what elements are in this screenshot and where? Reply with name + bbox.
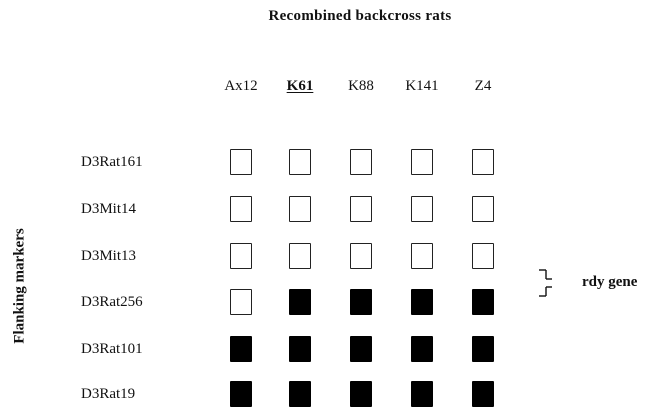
column-header: K88 xyxy=(348,78,374,94)
empty-square xyxy=(472,196,494,222)
row-label: D3Rat101 xyxy=(81,341,143,357)
filled-square xyxy=(350,289,372,315)
filled-square xyxy=(472,336,494,362)
empty-square xyxy=(472,243,494,269)
empty-square xyxy=(411,149,433,175)
empty-square xyxy=(289,149,311,175)
column-header: K141 xyxy=(405,78,439,94)
row-label: D3Rat19 xyxy=(81,386,136,402)
empty-square xyxy=(230,149,252,175)
filled-square xyxy=(350,381,372,407)
filled-square xyxy=(472,289,494,315)
empty-square xyxy=(472,149,494,175)
empty-square xyxy=(350,149,372,175)
empty-square xyxy=(230,196,252,222)
empty-square xyxy=(289,243,311,269)
filled-square xyxy=(472,381,494,407)
row-label: D3Rat161 xyxy=(81,154,143,170)
column-header: K61 xyxy=(286,78,314,94)
filled-square xyxy=(411,381,433,407)
flanking-markers-axis-label: Flanking markers xyxy=(11,228,28,344)
empty-square xyxy=(350,243,372,269)
filled-square xyxy=(411,289,433,315)
empty-square xyxy=(411,196,433,222)
filled-square xyxy=(230,336,252,362)
rdy-gene-label: rdy gene xyxy=(582,274,638,290)
empty-square xyxy=(350,196,372,222)
filled-square xyxy=(289,336,311,362)
filled-square xyxy=(230,381,252,407)
empty-square xyxy=(230,289,252,315)
filled-square xyxy=(289,381,311,407)
column-header: Ax12 xyxy=(224,78,258,94)
column-header: Z4 xyxy=(474,78,492,94)
empty-square xyxy=(230,243,252,269)
row-label: D3Mit14 xyxy=(81,201,137,217)
row-label: D3Rat256 xyxy=(81,294,143,310)
filled-square xyxy=(411,336,433,362)
row-label: D3Mit13 xyxy=(81,248,137,264)
diagram-title: Recombined backcross rats xyxy=(268,8,452,24)
empty-square xyxy=(411,243,433,269)
empty-square xyxy=(289,196,311,222)
filled-square xyxy=(350,336,372,362)
rdy-gene-interval-icon xyxy=(539,269,552,297)
filled-square xyxy=(289,289,311,315)
